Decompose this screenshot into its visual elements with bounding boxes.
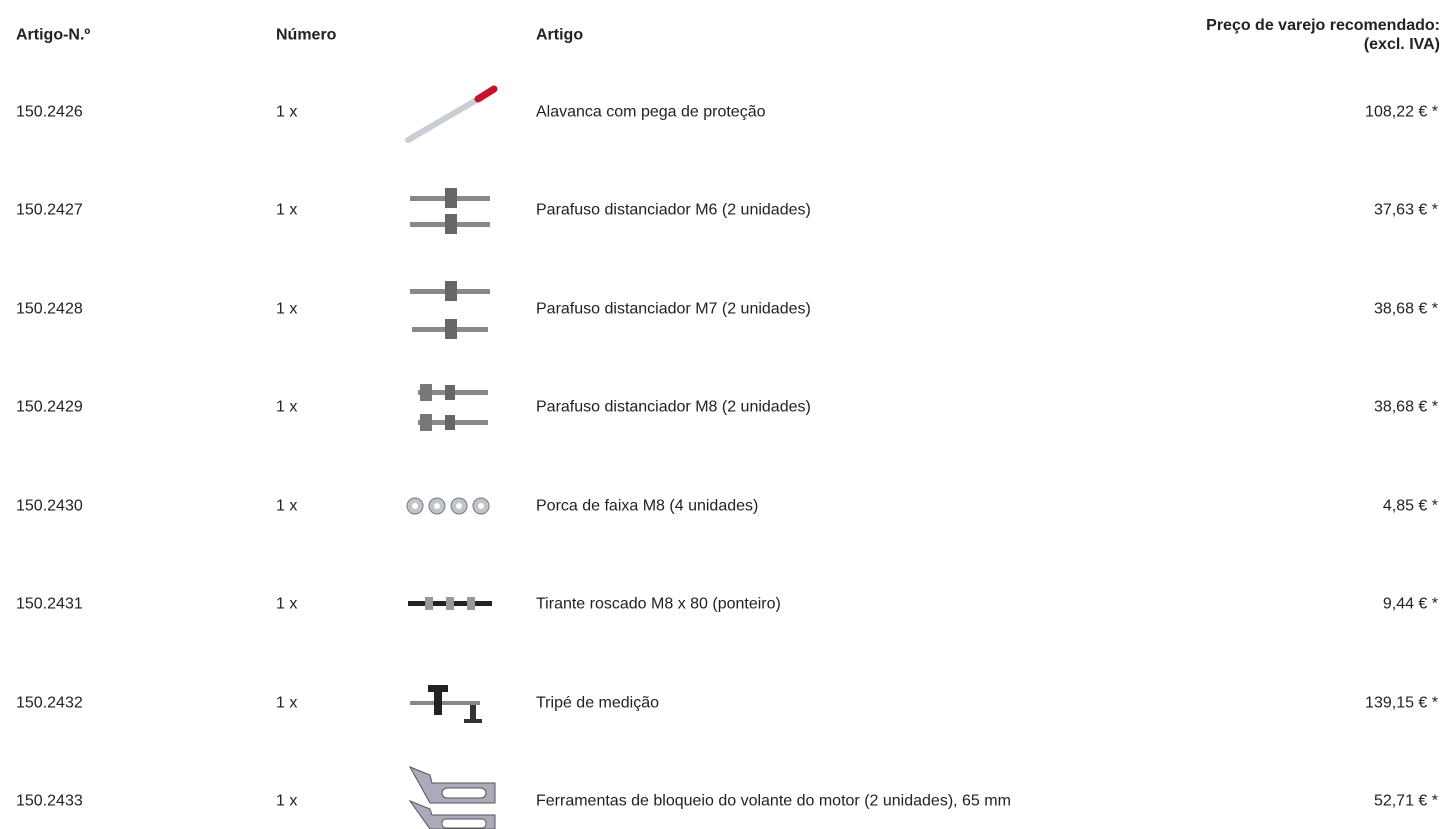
- header-line: Preço de varejo recomendado:: [1206, 17, 1440, 34]
- header-cell: Artigo-N.º: [16, 26, 91, 44]
- article-name: Porca de faixa M8 (4 unidades): [536, 497, 759, 515]
- article-number: 150.2431: [16, 595, 83, 613]
- product-image: [410, 281, 490, 339]
- product-image: [410, 685, 482, 723]
- product-image: [418, 384, 488, 431]
- article-name: Tirante roscado M8 x 80 (ponteiro): [536, 595, 781, 613]
- product-image: [406, 497, 490, 515]
- quantity: 1 x: [276, 398, 298, 416]
- article-number: 150.2428: [16, 300, 83, 318]
- product-image: [410, 188, 490, 234]
- article-number: 150.2426: [16, 103, 83, 121]
- price: 4,85 € *: [1382, 497, 1438, 515]
- quantity: 1 x: [276, 595, 298, 613]
- article-number: 150.2427: [16, 201, 83, 219]
- header-line: (excl. IVA): [1363, 36, 1440, 53]
- quantity: 1 x: [276, 103, 298, 121]
- quantity: 1 x: [276, 792, 298, 810]
- price: 38,68 € *: [1373, 300, 1438, 318]
- header-cell: Preço de varejo recomendado: (excl. IVA): [1206, 16, 1440, 54]
- article-number: 150.2432: [16, 694, 83, 712]
- price: 139,15 € *: [1365, 694, 1438, 712]
- price: 108,22 € *: [1365, 103, 1438, 121]
- article-name: Parafuso distanciador M8 (2 unidades): [536, 398, 811, 416]
- header-cell: Número: [276, 26, 337, 44]
- article-name: Parafuso distanciador M6 (2 unidades): [536, 201, 811, 219]
- article-number: 150.2433: [16, 792, 83, 810]
- article-name: Ferramentas de bloqueio do volante do mo…: [536, 792, 1011, 810]
- article-name: Alavanca com pega de proteção: [536, 103, 766, 121]
- header-cell: Artigo: [536, 26, 584, 44]
- quantity: 1 x: [276, 201, 298, 219]
- price: 9,44 € *: [1382, 595, 1438, 613]
- article-number: 150.2429: [16, 398, 83, 416]
- quantity: 1 x: [276, 694, 298, 712]
- product-image: [405, 85, 498, 143]
- product-image: [408, 597, 492, 610]
- quantity: 1 x: [276, 300, 298, 318]
- article-name: Tripé de medição: [536, 694, 660, 712]
- quantity: 1 x: [276, 497, 298, 515]
- price: 37,63 € *: [1373, 201, 1438, 219]
- article-number: 150.2430: [16, 497, 83, 515]
- product-image: [408, 766, 496, 829]
- price: 52,71 € *: [1373, 792, 1438, 810]
- article-name: Parafuso distanciador M7 (2 unidades): [536, 300, 811, 318]
- price: 38,68 € *: [1373, 398, 1438, 416]
